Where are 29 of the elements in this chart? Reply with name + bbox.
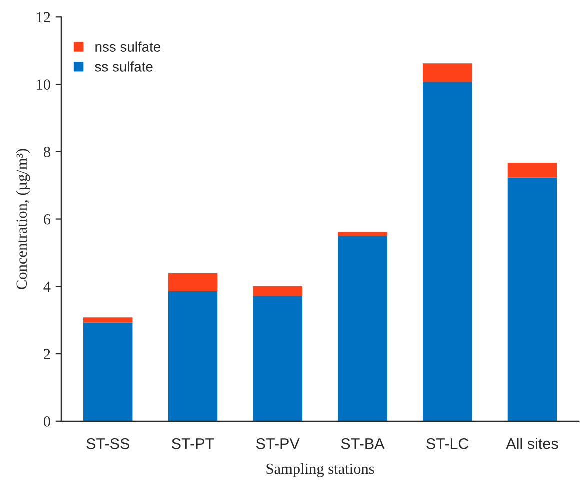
x-tick-label: All sites: [506, 438, 558, 450]
y-tick-label: 0: [44, 416, 50, 427]
bar: [253, 296, 302, 422]
y-tick-label: 8: [44, 147, 50, 158]
y-tick-label: 6: [44, 214, 51, 225]
y-tick-label: 4: [44, 282, 51, 292]
legend-label: nss sulfate: [96, 42, 161, 52]
y-tick-label: 10: [37, 80, 50, 90]
bar: [253, 286, 302, 296]
bar: [338, 236, 388, 422]
y-tick-label: 12: [37, 12, 50, 22]
x-tick-label: ST-BA: [341, 438, 385, 450]
x-tick-label: ST-PV: [256, 438, 300, 450]
legend-label: ss sulfate: [95, 62, 153, 72]
x-tick-label: ST-LC: [426, 438, 469, 450]
bar: [168, 291, 218, 422]
bar: [422, 82, 472, 422]
bar: [83, 318, 133, 323]
x-tick-label: ST-PT: [172, 438, 214, 450]
bar: [83, 322, 133, 422]
x-tick-label: ST-SS: [86, 438, 130, 450]
bar: [508, 178, 558, 422]
bar: [508, 163, 558, 178]
x-axis-title: Sampling stations: [266, 463, 374, 478]
bar: [168, 274, 218, 292]
bar: [422, 64, 472, 82]
y-tick-label: 2: [44, 349, 50, 360]
bar: [338, 232, 388, 236]
y-axis-title: Concentration, (µg/m³): [16, 149, 30, 290]
